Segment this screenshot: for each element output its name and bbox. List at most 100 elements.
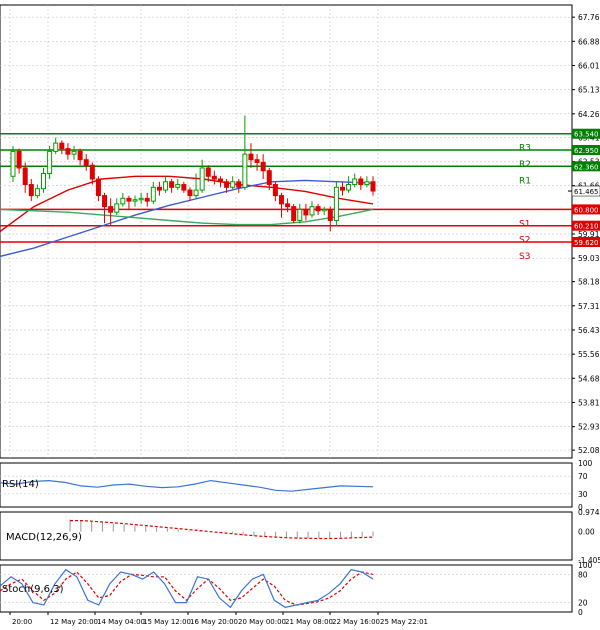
candle-body [83,159,89,166]
rsi-tick-label: 30 [578,490,588,499]
stoch-main-line [0,568,374,609]
level-price-box [572,220,600,231]
candle-body [22,167,28,186]
level-price-box [572,236,600,247]
macd-tick-label: -1.4051 [578,556,600,565]
candle-body [254,159,260,163]
candle-body [260,161,266,172]
candle-body [41,172,47,190]
time-axis-label: 15 May 12:00 [143,618,191,626]
candle-body [224,181,230,188]
moving-average-line [0,175,374,233]
candle-body [156,186,162,191]
level-price-label: 62.950 [574,147,599,155]
level-price-label: 60.800 [574,206,599,214]
price-tick-label: 52.085 [578,446,600,455]
macd-signal-line [70,519,374,540]
macd-tick-label: 0.00 [578,528,595,537]
time-axis-label: 12 May 20:00 [50,618,98,626]
macd-label: MACD(12,26,9) [6,532,82,543]
time-axis-label: 22 May 16:00 [332,618,380,626]
candle-body [291,206,297,221]
stoch-tick-label: 100 [578,561,593,570]
candle-body [138,197,144,201]
time-axis-label: 14 May 04:00 [97,618,145,626]
level-name-s1: S1 [519,219,530,229]
candle-body [114,203,120,213]
stoch-tick-label: 0 [578,608,583,617]
time-axis-label: 25 May 22:01 [380,618,428,626]
candle-body [102,195,108,208]
candle-body [327,208,333,221]
candle-body [10,150,16,177]
price-tick-label: 66.010 [578,61,600,70]
rsi-line [0,479,374,492]
candle-body [309,206,315,216]
candle-body [211,175,217,180]
level-name-s3: S3 [519,252,530,262]
candle-body [16,150,22,169]
price-tick-label: 65.135 [578,86,600,95]
price-tick-label: 67.760 [578,13,600,22]
price-tick-label: 52.935 [578,423,600,432]
candle-body [303,208,309,216]
moving-average-line [0,208,374,226]
time-axis-label: 20:00 [12,618,32,626]
candle-body [370,181,376,192]
price-tick-label: 56.435 [578,326,600,335]
level-name-r2: R2 [519,160,531,170]
candle-body [53,142,59,152]
time-axis-label: 16 May 20:00 [190,618,238,626]
candle-body [34,188,40,197]
macd-panel-frame [0,511,573,561]
level-price-label: 62.360 [574,163,599,171]
candle-body [315,206,321,212]
level-name-r3: R3 [519,144,531,154]
stoch-tick-label: 20 [578,599,588,608]
level-price-label: 60.210 [574,223,599,231]
price-tick-label: 59.910 [578,230,600,239]
candle-body [236,181,242,188]
level-price-label: 63.540 [574,131,599,139]
candle-body [132,199,138,202]
level-name-r1: R1 [519,176,531,186]
candle-body [278,195,284,205]
candle-body [285,203,291,208]
rsi-tick-label: 70 [578,472,588,481]
stoch-signal-line [0,571,374,606]
candle-body [144,197,150,202]
candle-body [126,197,132,202]
rsi-tick-label: 0 [578,503,583,512]
price-tick-label: 57.310 [578,302,600,311]
candle-body [28,184,34,197]
stoch-tick-label: 80 [578,570,588,579]
candle-body [187,189,193,197]
candle-body [346,184,352,191]
rsi-tick-label: 100 [578,459,593,468]
candle-body [230,181,236,188]
level-price-box [572,161,600,172]
candle-body [89,164,95,180]
candle-body [205,167,211,177]
price-tick-label: 59.035 [578,254,600,263]
time-axis-label: 21 May 08:00 [285,618,333,626]
candle-body [59,142,65,150]
rsi-panel-frame [0,462,573,508]
price-tick-label: 66.885 [578,37,600,46]
candle-body [266,170,272,186]
candle-body [242,153,248,188]
time-axis-label: 20 May 00:00 [238,618,286,626]
price-tick-label: 53.810 [578,398,600,407]
candle-body [321,208,327,212]
candle-body [181,184,187,191]
candle-body [217,178,223,183]
level-price-box [572,128,600,139]
candle-body [352,178,358,186]
candle-body [150,186,156,202]
candle-body [77,150,83,161]
level-price-label: 59.620 [574,239,599,247]
candle-body [169,181,175,188]
main-panel-frame [0,4,573,459]
candle-body [193,189,199,197]
